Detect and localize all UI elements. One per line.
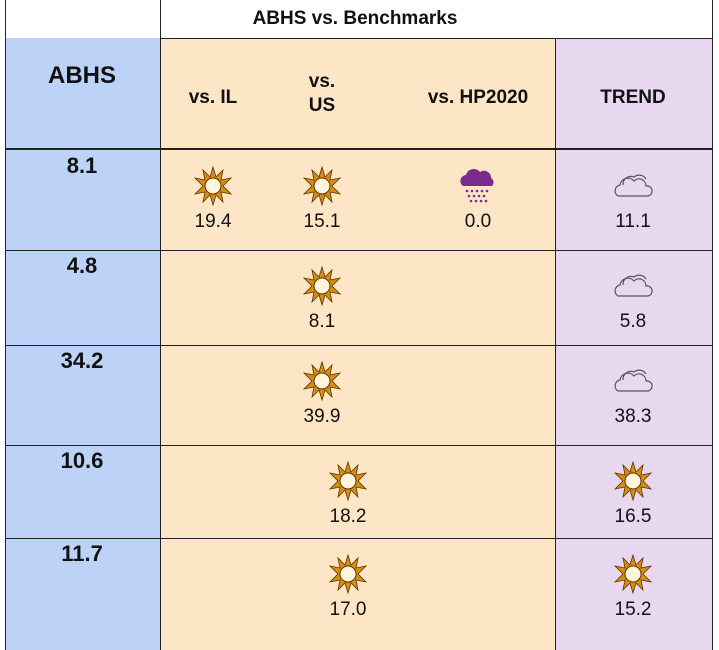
il-value: 19.4	[194, 211, 232, 232]
us-value: 17.0	[329, 599, 367, 620]
border	[5, 0, 6, 650]
sun-icon	[614, 461, 652, 501]
rain-icon	[460, 168, 494, 203]
border	[160, 38, 713, 39]
column-header: ABHS	[47, 62, 117, 89]
row-border	[5, 345, 713, 346]
sun-icon	[303, 361, 341, 401]
trend-bg	[555, 38, 712, 650]
trend-value: 16.5	[614, 506, 652, 527]
sun-icon	[329, 554, 367, 594]
border	[5, 148, 713, 150]
column-header: vs. HP2020	[427, 87, 529, 108]
abhs-value: 34.2	[60, 348, 104, 373]
border	[555, 38, 556, 650]
header-title: ABHS vs. Benchmarks	[252, 8, 458, 29]
border	[160, 0, 161, 650]
abhs-value: 10.6	[60, 448, 104, 473]
cloud-icon	[614, 274, 653, 297]
row-border	[5, 250, 713, 251]
sun-icon	[194, 166, 232, 206]
sun-icon	[614, 554, 652, 594]
trend-value: 15.2	[614, 599, 652, 620]
column-header: TREND	[600, 87, 666, 108]
abhs-value: 8.1	[66, 153, 98, 178]
abhs-value: 11.7	[61, 541, 103, 566]
sun-icon	[303, 166, 341, 206]
cloud-icon	[614, 174, 653, 197]
trend-value: 5.8	[619, 311, 647, 332]
us-value: 8.1	[308, 311, 336, 332]
row-border	[5, 538, 713, 539]
column-header: vs. IL	[188, 87, 238, 108]
border	[712, 0, 713, 650]
benchmark-bg	[160, 38, 555, 650]
row-border	[5, 445, 713, 446]
us-value: 18.2	[329, 506, 367, 527]
trend-value: 11.1	[615, 211, 651, 232]
cloud-icon	[614, 369, 653, 392]
us-value: 39.9	[303, 406, 341, 427]
abhs-value: 4.8	[66, 253, 98, 278]
sun-icon	[329, 461, 367, 501]
corner-cell	[0, 0, 160, 38]
sun-icon	[303, 266, 341, 306]
us-value: 15.1	[303, 211, 341, 232]
column-header: vs. US	[308, 71, 336, 116]
abhs-column-bg	[5, 0, 160, 650]
trend-value: 38.3	[614, 406, 652, 427]
hp-value: 0.0	[464, 211, 492, 232]
